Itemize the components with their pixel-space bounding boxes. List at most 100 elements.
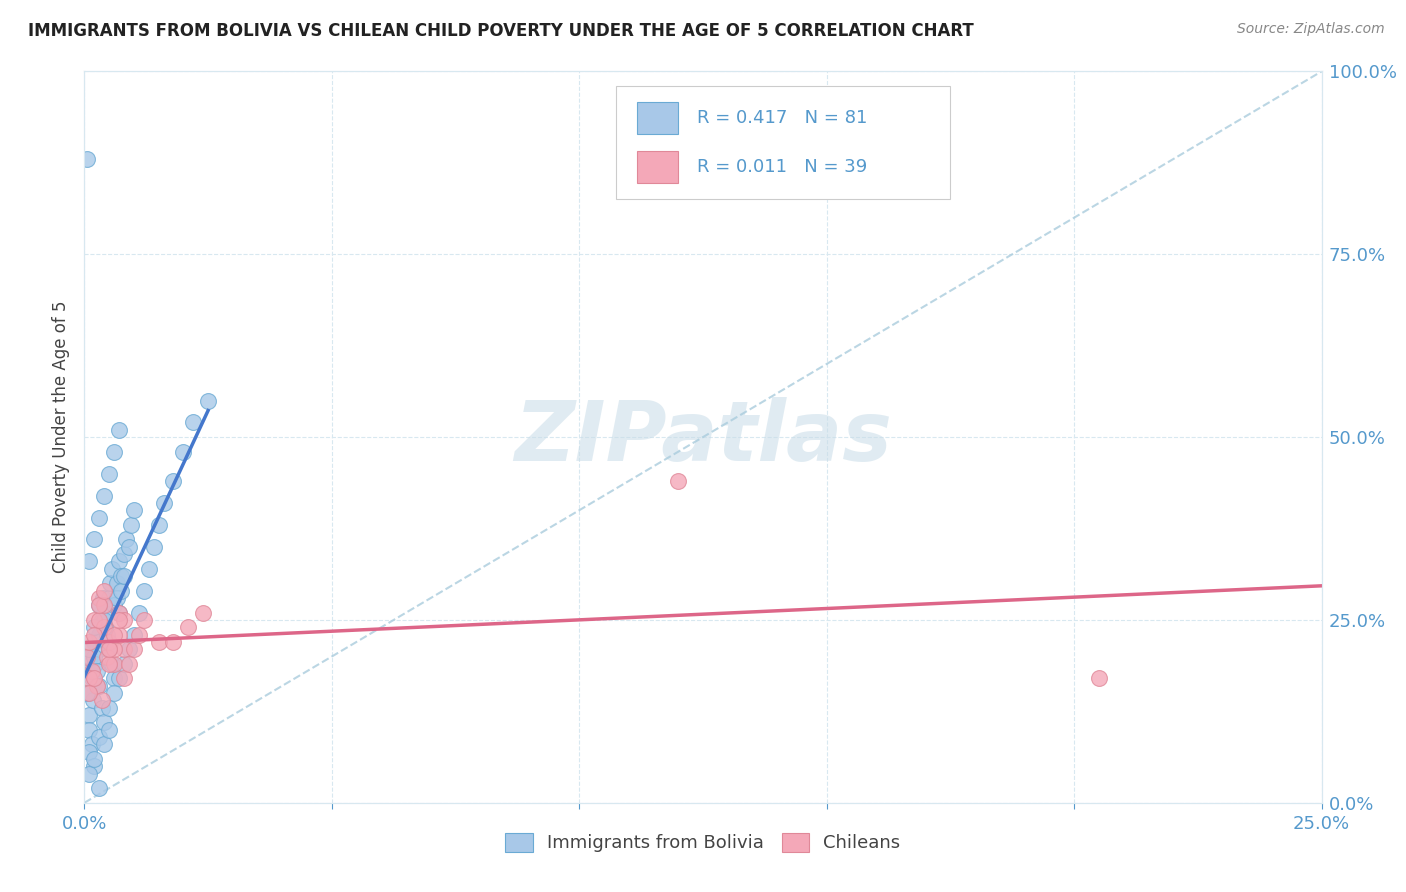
Point: [162, 635, 184, 649]
Point: [79, 766, 101, 780]
Point: [83, 759, 105, 773]
Point: [98, 700, 121, 714]
Point: [89, 599, 111, 613]
Point: [112, 613, 135, 627]
Point: [100, 562, 122, 576]
Point: [82, 693, 104, 707]
Point: [118, 540, 141, 554]
Point: [79, 649, 101, 664]
Point: [79, 686, 101, 700]
Point: [142, 540, 165, 554]
Point: [94, 620, 117, 634]
FancyBboxPatch shape: [637, 151, 678, 183]
Point: [79, 635, 101, 649]
Point: [132, 613, 155, 627]
Point: [110, 569, 132, 583]
Point: [89, 642, 111, 657]
Point: [90, 613, 112, 627]
Point: [100, 657, 122, 671]
Point: [76, 686, 98, 700]
Legend: Immigrants from Bolivia, Chileans: Immigrants from Bolivia, Chileans: [498, 826, 908, 860]
Point: [89, 613, 111, 627]
Point: [76, 152, 98, 166]
Point: [148, 517, 170, 532]
Point: [86, 679, 108, 693]
Point: [83, 752, 105, 766]
Point: [108, 554, 131, 568]
Text: IMMIGRANTS FROM BOLIVIA VS CHILEAN CHILD POVERTY UNDER THE AGE OF 5 CORRELATION : IMMIGRANTS FROM BOLIVIA VS CHILEAN CHILD…: [28, 22, 974, 40]
Text: R = 0.011   N = 39: R = 0.011 N = 39: [697, 158, 868, 176]
Point: [110, 583, 132, 598]
Point: [1088, 672, 1111, 686]
Point: [89, 730, 111, 744]
Point: [96, 627, 118, 641]
Point: [108, 672, 131, 686]
Point: [79, 745, 101, 759]
Point: [83, 672, 105, 686]
Point: [93, 737, 115, 751]
Point: [105, 576, 128, 591]
Point: [148, 635, 170, 649]
Point: [108, 606, 131, 620]
Point: [162, 474, 184, 488]
Point: [108, 613, 131, 627]
Point: [89, 781, 111, 796]
Point: [91, 591, 114, 605]
Point: [83, 533, 105, 547]
Point: [76, 649, 98, 664]
Point: [191, 606, 214, 620]
Point: [152, 496, 174, 510]
Point: [79, 554, 101, 568]
Point: [103, 672, 125, 686]
Point: [93, 613, 115, 627]
Point: [93, 620, 115, 634]
Point: [118, 642, 141, 657]
Point: [83, 613, 105, 627]
Text: R = 0.417   N = 81: R = 0.417 N = 81: [697, 110, 868, 128]
Point: [83, 620, 105, 634]
Point: [79, 708, 101, 723]
FancyBboxPatch shape: [616, 86, 950, 200]
Point: [98, 642, 121, 657]
Point: [80, 737, 103, 751]
Point: [122, 503, 145, 517]
Point: [93, 599, 115, 613]
Point: [103, 686, 125, 700]
Point: [98, 576, 121, 591]
Point: [86, 664, 108, 678]
Point: [90, 693, 112, 707]
Point: [98, 657, 121, 671]
Point: [93, 489, 115, 503]
Point: [112, 672, 135, 686]
Point: [98, 467, 121, 481]
Text: Source: ZipAtlas.com: Source: ZipAtlas.com: [1237, 22, 1385, 37]
Point: [103, 599, 125, 613]
Point: [197, 393, 219, 408]
Point: [96, 649, 118, 664]
Point: [108, 423, 131, 437]
Point: [83, 627, 105, 641]
Point: [103, 444, 125, 458]
Point: [122, 627, 145, 641]
Point: [98, 635, 121, 649]
Point: [103, 627, 125, 641]
Point: [105, 591, 128, 605]
Point: [93, 583, 115, 598]
Point: [666, 474, 689, 488]
Point: [79, 672, 101, 686]
Point: [86, 679, 108, 693]
Point: [96, 635, 118, 649]
Point: [93, 715, 115, 730]
Point: [93, 606, 115, 620]
Point: [98, 642, 121, 657]
Point: [112, 642, 135, 657]
Point: [89, 510, 111, 524]
Point: [112, 547, 135, 561]
Point: [177, 620, 200, 634]
Point: [89, 679, 111, 693]
Point: [84, 657, 107, 671]
Point: [79, 642, 101, 657]
Point: [90, 700, 112, 714]
Point: [112, 657, 135, 671]
Point: [103, 657, 125, 671]
